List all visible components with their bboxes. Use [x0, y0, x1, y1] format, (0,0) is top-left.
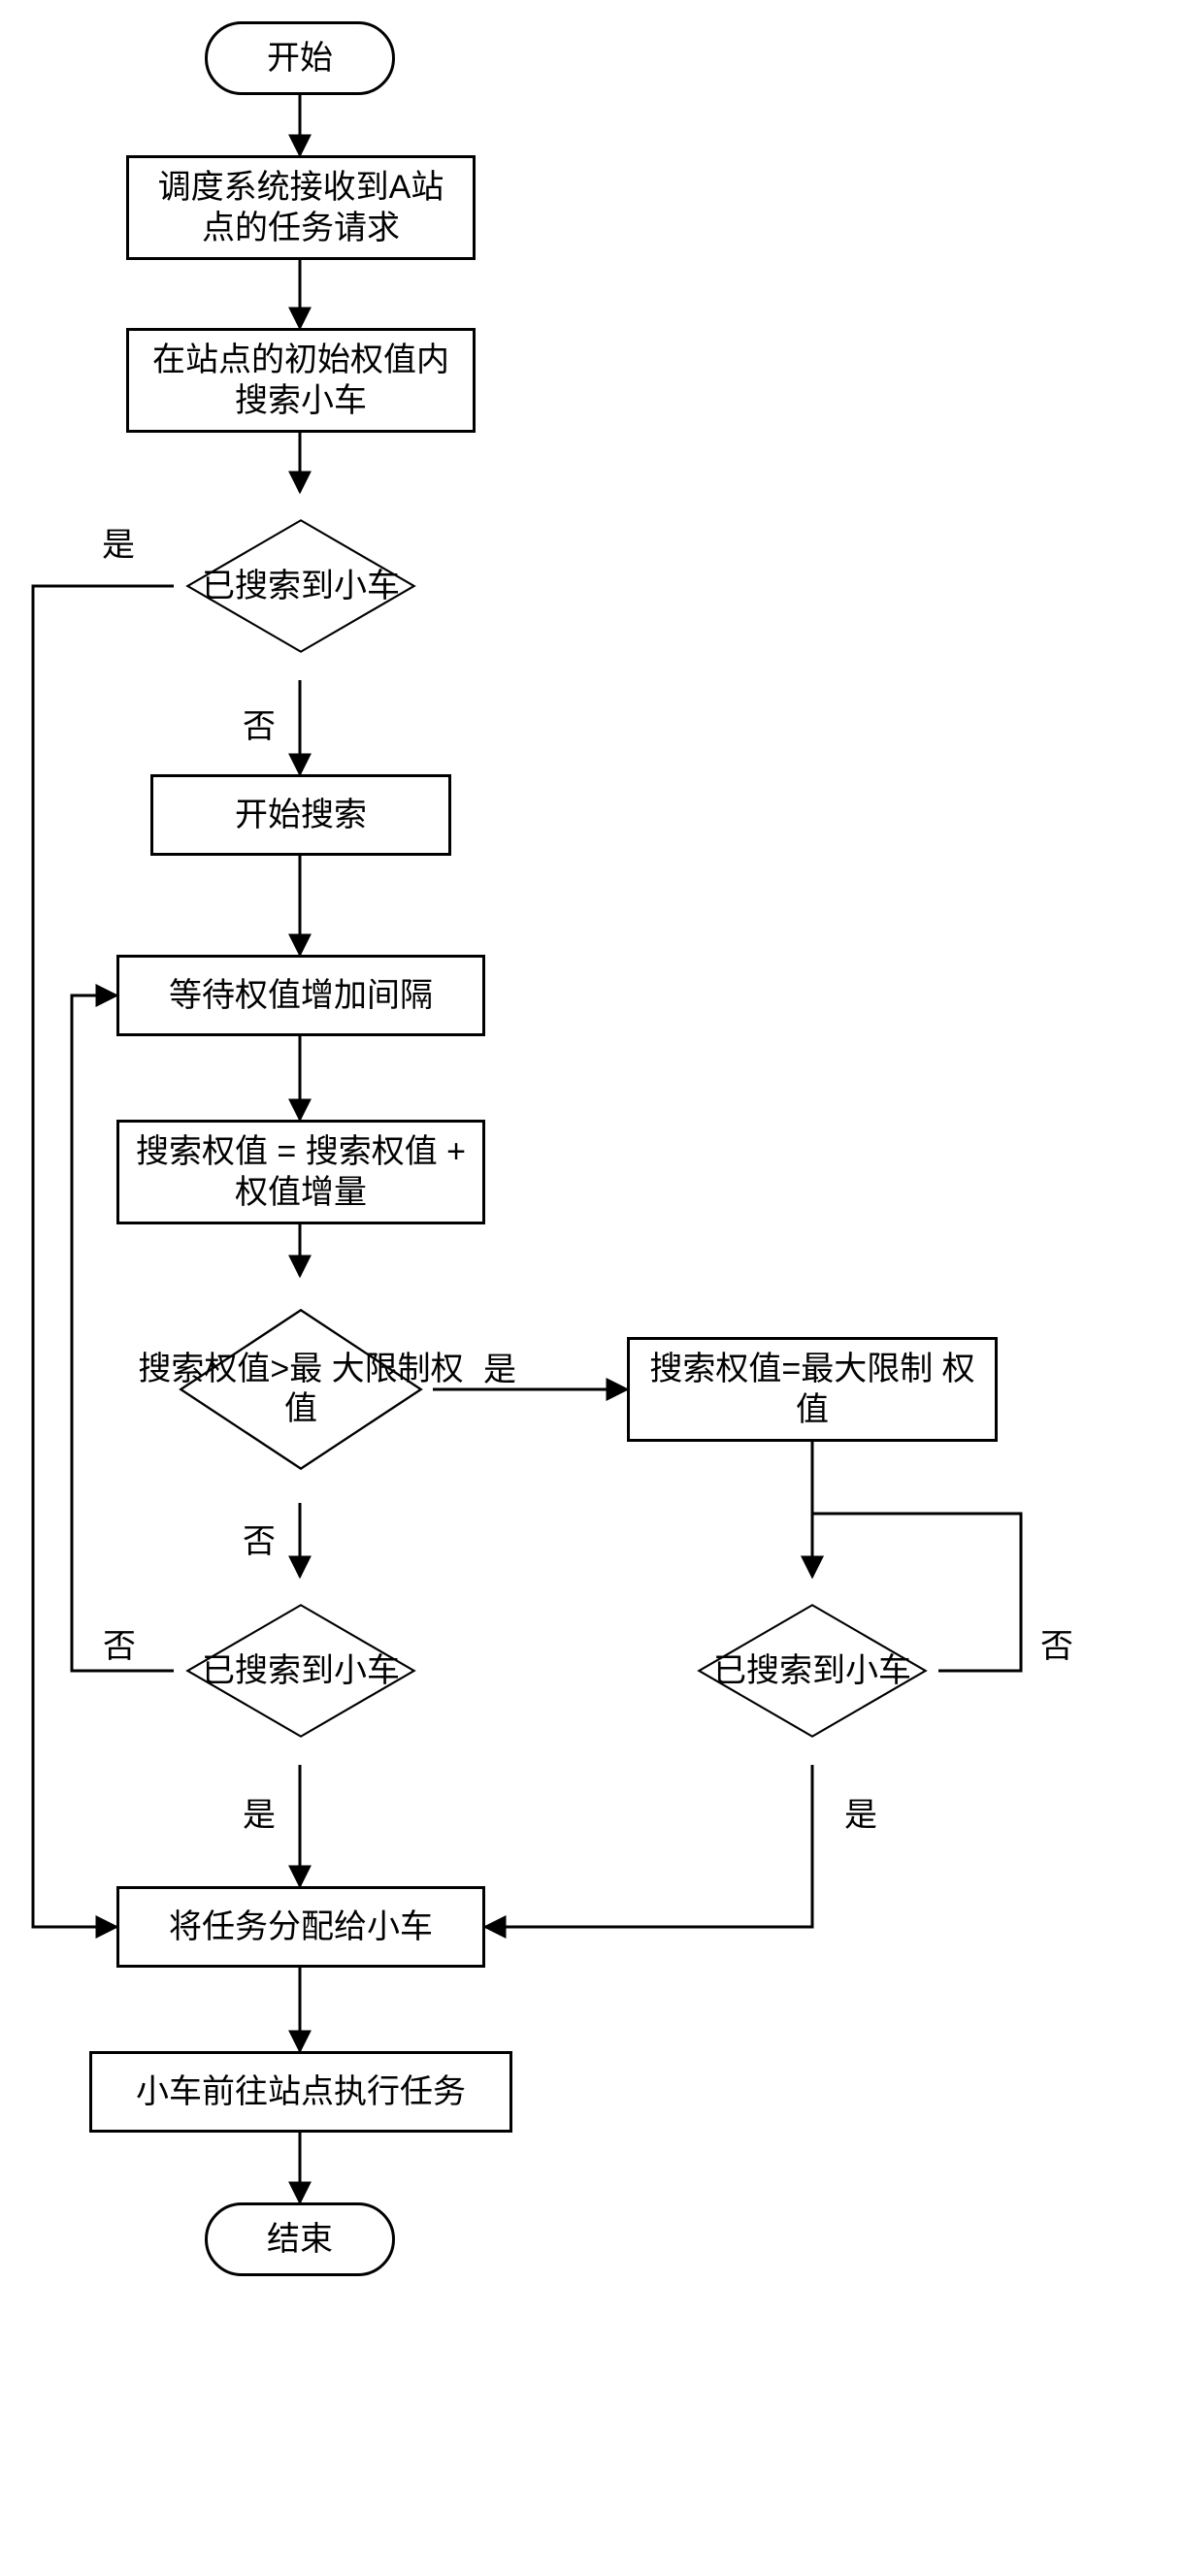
node-d1: 已搜索到小车 [219, 505, 382, 668]
node-assign: 将任务分配给小车 [116, 1886, 485, 1968]
node-setmax: 搜索权值=最大限制 权值 [627, 1337, 998, 1442]
node-start: 开始 [205, 21, 395, 95]
node-exec: 小车前往站点执行任务 [89, 2051, 512, 2133]
node-end: 结束 [205, 2202, 395, 2276]
node-wait: 等待权值增加间隔 [116, 955, 485, 1036]
edge-label-12: 是 [243, 1799, 276, 1832]
node-d3: 已搜索到小车 [219, 1589, 382, 1752]
edge-label-11: 否 [103, 1630, 136, 1663]
flowchart-canvas: 开始调度系统接收到A站 点的任务请求在站点的初始权值内 搜索小车已搜索到小车开始… [0, 0, 1183, 2576]
edge-label-9: 否 [243, 1525, 276, 1558]
node-begin: 开始搜索 [150, 774, 451, 856]
edge-d4-assign [485, 1765, 812, 1927]
node-recv: 调度系统接收到A站 点的任务请求 [126, 155, 476, 260]
edge-label-3: 是 [102, 529, 135, 562]
node-d2: 搜索权值>最 大限制权值 [214, 1303, 387, 1476]
edge-label-8: 是 [483, 1353, 516, 1386]
node-inc: 搜索权值 = 搜索权值 + 权值增量 [116, 1120, 485, 1224]
edge-d3-wait [72, 995, 174, 1671]
node-d4: 已搜索到小车 [731, 1589, 894, 1752]
edge-label-14: 是 [844, 1799, 877, 1832]
node-searchInit: 在站点的初始权值内 搜索小车 [126, 328, 476, 433]
edge-label-4: 否 [243, 710, 276, 743]
edge-label-13: 否 [1040, 1630, 1073, 1663]
